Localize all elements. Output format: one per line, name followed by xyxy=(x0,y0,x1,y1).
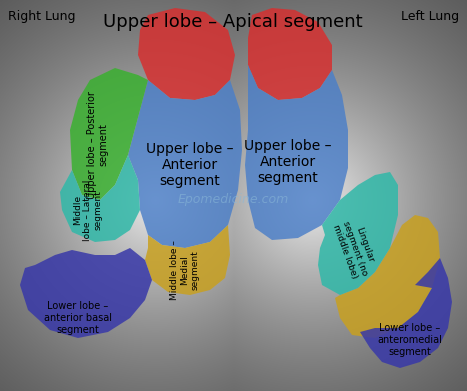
Text: Lower lobe –
anterior basal
segment: Lower lobe – anterior basal segment xyxy=(44,301,112,335)
Polygon shape xyxy=(248,8,332,100)
Text: Lower lobe –
anteromedial
segment: Lower lobe – anteromedial segment xyxy=(377,323,442,357)
Polygon shape xyxy=(335,215,440,338)
Text: Upper lobe –
Anterior
segment: Upper lobe – Anterior segment xyxy=(146,142,234,188)
Polygon shape xyxy=(60,155,140,242)
Polygon shape xyxy=(138,8,235,100)
Polygon shape xyxy=(145,225,230,295)
Polygon shape xyxy=(70,68,148,200)
Text: Upper lobe – Apical segment: Upper lobe – Apical segment xyxy=(103,13,363,31)
Polygon shape xyxy=(360,258,452,368)
Polygon shape xyxy=(245,65,348,240)
Text: Upper lobe –
Anterior
segment: Upper lobe – Anterior segment xyxy=(244,139,332,185)
Polygon shape xyxy=(318,172,398,295)
Text: Middle lobe –
Medial
segment: Middle lobe – Medial segment xyxy=(170,240,200,300)
Polygon shape xyxy=(128,80,242,248)
Text: Left Lung: Left Lung xyxy=(401,10,459,23)
Polygon shape xyxy=(20,248,152,338)
Text: Upper lobe – Posterior
segment: Upper lobe – Posterior segment xyxy=(87,91,109,199)
Text: Epomedicine.com: Epomedicine.com xyxy=(177,194,289,206)
Text: Middle
lobe – Lateral
segment: Middle lobe – Lateral segment xyxy=(73,179,103,241)
Text: Right Lung: Right Lung xyxy=(8,10,76,23)
Text: Lingular
segment (no
middle lobe): Lingular segment (no middle lobe) xyxy=(331,216,379,280)
